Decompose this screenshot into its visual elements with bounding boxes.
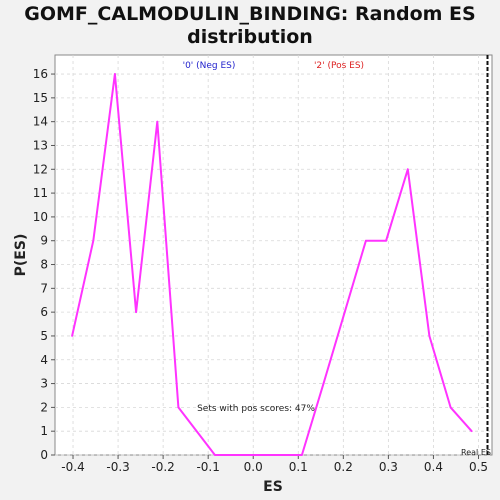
series-line	[71, 73, 473, 456]
data-point	[364, 239, 367, 242]
y-tick-label: 9	[40, 234, 48, 248]
y-tick-label: 16	[33, 67, 48, 81]
data-point	[114, 73, 116, 75]
real-es-label: Real ES	[461, 448, 491, 457]
y-axis-label: P(ES)	[13, 234, 29, 277]
y-tick-label: 13	[33, 138, 48, 152]
plot-area	[54, 54, 493, 456]
x-tick-label: 0.1	[289, 460, 308, 474]
legend-pos-es: '2' (Pos ES)	[314, 61, 364, 71]
y-tick-label: 3	[40, 377, 48, 391]
y-tick-label: 8	[40, 258, 48, 272]
x-axis-label: ES	[263, 479, 283, 495]
data-point	[385, 239, 388, 242]
data-point	[470, 430, 473, 433]
x-tick-label: 0.5	[469, 460, 488, 474]
data-point	[300, 454, 303, 456]
x-tick-label: -0.1	[196, 460, 219, 474]
x-tick-label: -0.4	[61, 460, 84, 474]
x-tick-label: -0.2	[151, 460, 174, 474]
data-point	[135, 311, 137, 314]
y-tick-label: 14	[33, 115, 48, 129]
x-tick-label: -0.3	[106, 460, 129, 474]
data-point	[322, 382, 325, 385]
chart-title-line-2: distribution	[187, 26, 313, 48]
data-point	[406, 168, 409, 171]
data-point	[428, 335, 431, 337]
chart-title-line-1: GOMF_CALMODULIN_BINDING: Random ES	[24, 3, 475, 25]
y-tick-label: 6	[40, 305, 48, 319]
data-point	[71, 335, 74, 337]
y-tick-label: 11	[33, 186, 48, 200]
pos-scores-annotation: Sets with pos scores: 47%	[197, 404, 315, 414]
y-tick-label: 15	[33, 91, 48, 105]
y-tick-label: 0	[40, 448, 48, 462]
data-point	[177, 406, 180, 409]
y-tick-label: 4	[40, 353, 48, 367]
y-tick-label: 12	[33, 162, 48, 176]
y-tick-label: 5	[40, 329, 48, 343]
data-point	[92, 239, 95, 242]
series-layer	[71, 55, 489, 456]
y-tick-label: 7	[40, 281, 48, 295]
data-point	[449, 406, 452, 409]
data-point	[156, 120, 159, 123]
y-tick-label: 2	[40, 400, 48, 414]
x-tick-label: 0.2	[334, 460, 353, 474]
x-tick-label: 0.3	[379, 460, 398, 474]
y-tick-label: 1	[40, 424, 48, 438]
grid	[55, 55, 492, 456]
y-tick-label: 10	[33, 210, 48, 224]
x-tick-label: 0.0	[244, 460, 263, 474]
data-point	[214, 454, 216, 456]
data-point	[253, 454, 256, 456]
legend-neg-es: '0' (Neg ES)	[183, 61, 236, 71]
x-tick-label: 0.4	[424, 460, 443, 474]
